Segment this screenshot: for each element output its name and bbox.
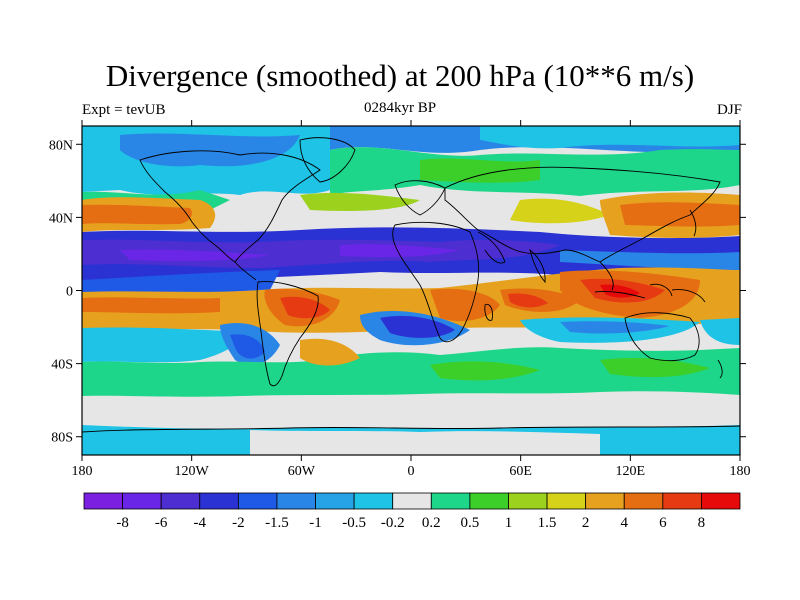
lat-tick-label: 80N xyxy=(49,138,73,153)
lat-tick-label: 40S xyxy=(51,358,73,373)
colorbar-label: -1.5 xyxy=(265,515,289,531)
lon-tick-label: 60W xyxy=(288,464,316,479)
colorbar-label: 1.5 xyxy=(538,515,557,531)
divergence-field xyxy=(82,126,740,455)
lon-tick-label: 180 xyxy=(72,464,93,479)
colorbar-swatch xyxy=(662,492,702,510)
colorbar-label: -6 xyxy=(155,515,168,531)
colorbar-swatch xyxy=(315,492,355,510)
colorbar-label: 1 xyxy=(505,515,513,531)
colorbar-swatch xyxy=(83,492,123,510)
colorbar-label: 0.5 xyxy=(461,515,480,531)
colorbar-swatch xyxy=(276,492,316,510)
colorbar-label: -8 xyxy=(116,515,129,531)
map-title: Divergence (smoothed) at 200 hPa (10**6 … xyxy=(105,58,695,93)
lat-tick-label: 0 xyxy=(66,285,73,300)
experiment-label: Expt = tevUB xyxy=(82,102,166,118)
colorbar-label: -2 xyxy=(232,515,245,531)
colorbar-label: -0.2 xyxy=(381,515,405,531)
colorbar-label: 0.2 xyxy=(422,515,441,531)
longitude-axis: 180 120W 60W 0 60E 120E 180 xyxy=(72,120,751,479)
colorbar-swatch xyxy=(430,492,471,510)
coastlines xyxy=(82,137,740,433)
colorbar: -8 -6 -4 -2 -1.5 -1 -0.5 -0.2 0.2 0.5 1 1.5 2 4 6 8 xyxy=(83,492,741,531)
time-label: 0284kyr BP xyxy=(363,100,437,116)
colorbar-swatch xyxy=(160,492,201,510)
lon-tick-label: 0 xyxy=(408,464,415,479)
colorbar-label: -1 xyxy=(309,515,322,531)
lon-tick-label: 60E xyxy=(509,464,532,479)
colorbar-swatch xyxy=(623,492,664,510)
colorbar-swatch xyxy=(469,492,509,510)
lon-tick-label: 120E xyxy=(616,464,646,479)
latitude-axis: 80N 40N 0 40S 80S xyxy=(49,138,746,446)
season-label: DJF xyxy=(716,102,742,118)
colorbar-label: 6 xyxy=(659,515,667,531)
colorbar-swatch xyxy=(508,492,548,510)
colorbar-swatch xyxy=(237,492,278,510)
colorbar-swatch xyxy=(199,492,239,510)
colorbar-label: 4 xyxy=(620,515,628,531)
colorbar-swatch xyxy=(353,492,394,510)
colorbar-label: -4 xyxy=(194,515,207,531)
colorbar-swatch xyxy=(122,492,162,510)
colorbar-swatch xyxy=(546,492,587,510)
colorbar-swatch xyxy=(585,492,625,510)
colorbar-swatch xyxy=(701,492,741,510)
lat-tick-label: 80S xyxy=(51,431,73,446)
colorbar-label: 8 xyxy=(698,515,706,531)
colorbar-label: 2 xyxy=(582,515,590,531)
lat-tick-label: 40N xyxy=(49,211,73,226)
colorbar-label: -0.5 xyxy=(342,515,366,531)
colorbar-swatch xyxy=(392,492,432,510)
lon-tick-label: 180 xyxy=(730,464,751,479)
lon-tick-label: 120W xyxy=(175,464,210,479)
